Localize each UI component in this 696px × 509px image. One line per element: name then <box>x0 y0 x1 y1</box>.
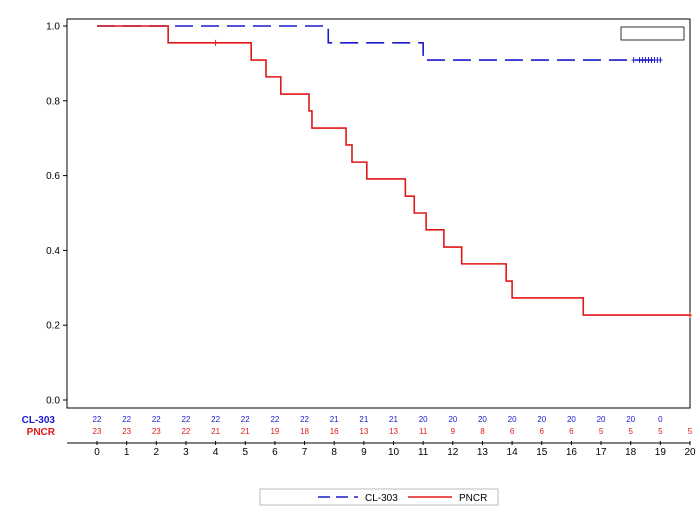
legend: CL-303 PNCR <box>259 488 499 506</box>
y-tick-label: 0.0 <box>46 396 60 407</box>
x-tick-label: 0 <box>94 447 100 458</box>
risk-count: 22 <box>300 415 309 424</box>
x-tick-label: 20 <box>684 447 696 458</box>
censor-marks <box>213 39 692 319</box>
risk-count: 18 <box>300 427 309 436</box>
x-tick-label: 11 <box>418 447 429 458</box>
risk-count: 20 <box>626 415 635 424</box>
risk-count: 22 <box>241 415 250 424</box>
risk-count: 6 <box>569 427 574 436</box>
risk-count: 23 <box>93 427 102 436</box>
x-tick-label: 5 <box>242 447 248 458</box>
risk-count: 21 <box>330 415 339 424</box>
x-tick-label: 14 <box>507 447 519 458</box>
x-tick-label: 7 <box>302 447 308 458</box>
x-tick-label: 4 <box>213 447 219 458</box>
risk-count: 9 <box>451 427 456 436</box>
risk-count: 19 <box>270 427 279 436</box>
series-line-cl-303 <box>97 25 661 61</box>
risk-count: 16 <box>330 427 339 436</box>
risk-count: 0 <box>658 415 663 424</box>
risk-count: 5 <box>628 427 633 436</box>
y-tick-label: 1.0 <box>46 22 60 33</box>
risk-count: 5 <box>688 427 693 436</box>
y-tick-label: 0.8 <box>46 96 60 107</box>
risk-row-label: CL-303 <box>22 415 56 426</box>
risk-count: 6 <box>510 427 515 436</box>
risk-count: 20 <box>448 415 457 424</box>
risk-count: 13 <box>359 427 368 436</box>
x-tick-label: 18 <box>625 447 637 458</box>
risk-count: 21 <box>359 415 368 424</box>
y-tick-label: 0.6 <box>46 171 60 182</box>
risk-count: 20 <box>419 415 428 424</box>
risk-count: 20 <box>597 415 606 424</box>
risk-count: 8 <box>480 427 485 436</box>
legend-box <box>259 488 499 506</box>
risk-count: 22 <box>181 427 190 436</box>
x-tick-label: 16 <box>566 447 578 458</box>
survival-curves <box>97 25 690 316</box>
risk-count: 21 <box>389 415 398 424</box>
risk-count: 22 <box>270 415 279 424</box>
plot-border <box>66 18 691 409</box>
x-tick-label: 12 <box>447 447 459 458</box>
x-tick-label: 9 <box>361 447 367 458</box>
x-tick-label: 19 <box>655 447 667 458</box>
x-axis: 0 1 2 3 4 5 6 7 8 9 10 11 12 13 14 15 16 17 18 19 20 <box>67 441 696 458</box>
risk-count: 22 <box>93 415 102 424</box>
risk-count: 21 <box>241 427 250 436</box>
legend-label-pncr: PNCR <box>459 493 487 504</box>
risk-row-label: PNCR <box>27 427 56 438</box>
risk-count: 20 <box>537 415 546 424</box>
y-axis: 0.0 0.2 0.4 0.6 0.8 1.0 <box>46 22 67 407</box>
plot-frame <box>66 18 691 409</box>
risk-count: 11 <box>419 427 428 436</box>
risk-count: 20 <box>478 415 487 424</box>
risk-count: 22 <box>211 415 220 424</box>
inset-legend-box <box>620 26 685 41</box>
x-tick-label: 2 <box>154 447 160 458</box>
x-tick-label: 8 <box>331 447 337 458</box>
x-tick-label: 13 <box>477 447 489 458</box>
x-tick-label: 3 <box>183 447 189 458</box>
y-tick-label: 0.2 <box>46 321 60 332</box>
risk-count: 23 <box>122 427 131 436</box>
risk-count: 22 <box>122 415 131 424</box>
risk-count: 5 <box>658 427 663 436</box>
legend-label-cl303: CL-303 <box>365 493 398 504</box>
y-tick-label: 0.4 <box>46 246 60 257</box>
risk-count: 5 <box>599 427 604 436</box>
risk-count: 22 <box>152 415 161 424</box>
x-tick-label: 1 <box>124 447 130 458</box>
risk-count: 20 <box>508 415 517 424</box>
x-tick-label: 10 <box>388 447 400 458</box>
risk-table: CL-303 22 22 22 22 22 22 22 22 21 21 21 20 20 20 20 20 20… <box>22 415 693 438</box>
risk-count: 6 <box>540 427 545 436</box>
risk-count: 20 <box>567 415 576 424</box>
risk-count: 23 <box>152 427 161 436</box>
x-tick-label: 6 <box>272 447 278 458</box>
x-tick-label: 15 <box>536 447 548 458</box>
risk-count: 21 <box>211 427 220 436</box>
x-tick-label: 17 <box>595 447 607 458</box>
series-line-pncr <box>97 25 690 316</box>
risk-count: 13 <box>389 427 398 436</box>
risk-count: 22 <box>181 415 190 424</box>
